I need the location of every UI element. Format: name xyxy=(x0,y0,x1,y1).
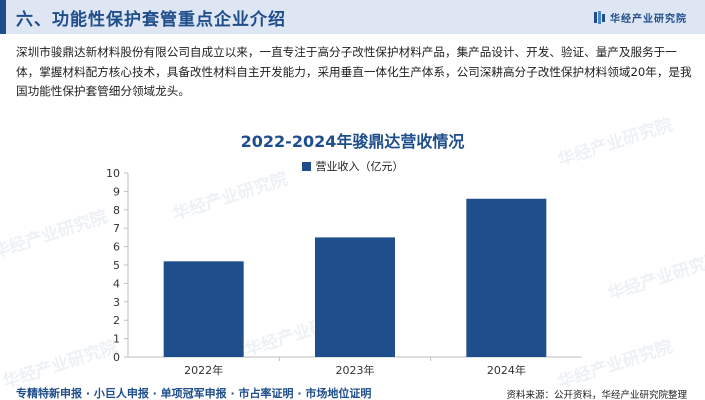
bar xyxy=(315,237,395,357)
y-tick-label: 5 xyxy=(113,259,120,272)
x-tick-label: 2024年 xyxy=(487,363,526,377)
header-accent xyxy=(0,0,6,34)
y-tick-label: 9 xyxy=(113,185,120,198)
chart-legend: 营业收入（亿元） xyxy=(0,158,705,174)
header-bar: 六、功能性保护套管重点企业介绍 华经产业研究院 xyxy=(0,0,705,34)
footer-services: 专精特新申报 · 小巨人申报 · 单项冠军申报 · 市占率证明 · 市场地位证明 xyxy=(16,387,372,400)
y-tick-label: 0 xyxy=(113,351,120,364)
page-title: 六、功能性保护套管重点企业介绍 xyxy=(16,10,286,30)
bar xyxy=(466,198,547,357)
y-tick-label: 4 xyxy=(113,277,120,290)
brand: 华经产业研究院 xyxy=(594,10,687,25)
y-tick-label: 10 xyxy=(106,167,120,180)
brand-logo-icon xyxy=(594,11,605,24)
chart-title: 2022-2024年骏鼎达营收情况 xyxy=(240,132,465,151)
y-tick-label: 3 xyxy=(113,296,120,309)
y-tick-label: 2 xyxy=(113,314,120,327)
bar xyxy=(163,261,244,357)
intro-paragraph: 深圳市骏鼎达新材料股份有限公司自成立以来，一直专注于高分子改性保护材料产品，集产… xyxy=(16,45,692,98)
x-tick-label: 2023年 xyxy=(336,363,375,377)
brand-name: 华经产业研究院 xyxy=(610,14,687,25)
x-tick-label: 2022年 xyxy=(184,363,223,377)
y-tick-label: 7 xyxy=(113,222,120,235)
y-tick-label: 1 xyxy=(113,333,120,346)
footer-source: 资料来源：公开资料，华经产业研究院整理 xyxy=(506,390,687,400)
legend-swatch xyxy=(301,161,311,171)
y-tick-label: 6 xyxy=(113,241,120,254)
y-tick-label: 8 xyxy=(113,204,120,217)
legend-label: 营业收入（亿元） xyxy=(315,160,404,173)
